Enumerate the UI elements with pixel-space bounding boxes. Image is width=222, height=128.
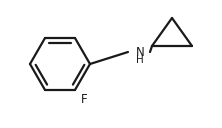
Text: N: N (136, 45, 144, 58)
Text: F: F (81, 93, 88, 106)
Text: H: H (136, 55, 144, 65)
